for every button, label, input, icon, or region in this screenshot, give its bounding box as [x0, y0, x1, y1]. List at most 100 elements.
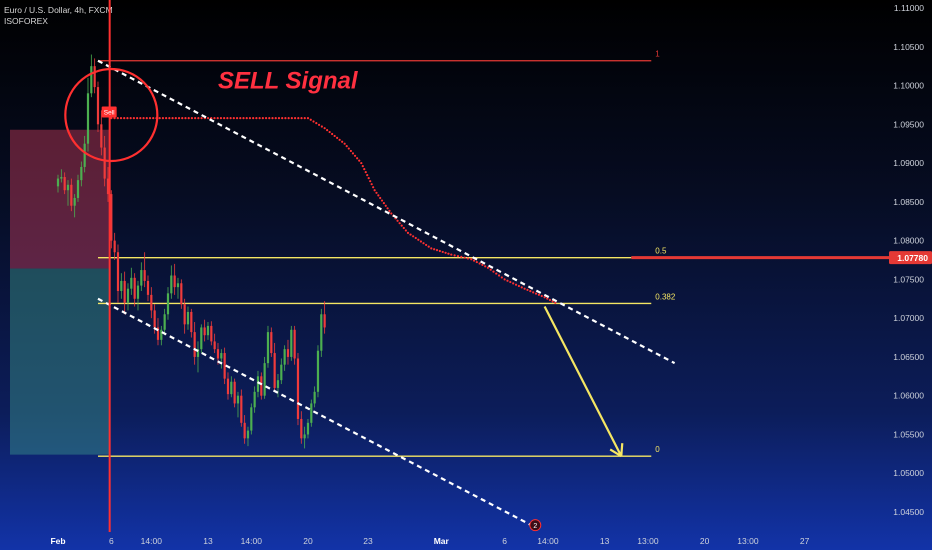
- candle-body: [276, 380, 280, 388]
- x-tick-label: 13: [203, 536, 213, 546]
- trailing-stop-dot: [255, 117, 258, 120]
- trailing-stop-dot: [481, 263, 484, 267]
- trailing-stop-dot: [386, 207, 389, 210]
- candle-body: [206, 325, 210, 336]
- trailing-stop-dot: [372, 186, 375, 189]
- sell-badge-label: Sell: [104, 109, 115, 116]
- current-price-badge: [889, 251, 932, 265]
- trailing-stop-dot: [534, 292, 538, 295]
- candle-body: [290, 329, 293, 357]
- trailing-stop-dot: [414, 236, 417, 240]
- candle-body: [130, 277, 133, 289]
- trailing-stop-dot: [126, 117, 129, 120]
- trailing-stop-dot: [532, 291, 535, 294]
- projection-arrow-head: [620, 443, 624, 457]
- trailing-stop-dot: [520, 286, 523, 289]
- trailing-stop-dot: [402, 226, 405, 230]
- trailing-stop-dot: [456, 255, 460, 258]
- candle-body: [266, 332, 270, 364]
- trailing-stop-dot: [453, 254, 456, 257]
- candle-body: [250, 407, 253, 431]
- candle-body: [210, 325, 213, 342]
- candle-body: [240, 395, 243, 423]
- candle-body: [183, 304, 186, 325]
- trailing-stop-dot: [349, 149, 352, 153]
- candle-body: [293, 329, 296, 359]
- trailing-stop-dot: [497, 274, 501, 277]
- trailing-stop-dot: [113, 117, 116, 120]
- trailing-stop-dot: [165, 117, 168, 120]
- trailing-stop-dot: [248, 117, 252, 120]
- candle-body: [163, 314, 166, 330]
- trailing-stop-dot: [425, 243, 428, 247]
- trailing-stop-dot: [328, 130, 331, 134]
- trailing-stop-dot: [190, 117, 194, 120]
- y-tick-label: 1.06500: [893, 352, 924, 362]
- candle-body: [303, 434, 306, 439]
- trailing-stop-dot: [500, 276, 503, 279]
- annotation-marker-label: 2: [533, 523, 537, 530]
- candle-body: [180, 283, 183, 305]
- candle-body: [186, 311, 190, 325]
- candle-body: [136, 285, 140, 299]
- trailing-stop-dot: [438, 249, 441, 253]
- trailing-stop-dot: [235, 117, 239, 120]
- trailing-stop-dot: [540, 294, 543, 298]
- trailing-stop-dot: [435, 249, 439, 252]
- trailing-stop-dot: [412, 235, 415, 238]
- trailing-stop-dot: [132, 117, 135, 120]
- trailing-stop-dot: [152, 117, 155, 120]
- trailing-stop-dot: [347, 147, 350, 150]
- trailing-stop-dot: [543, 296, 546, 299]
- trailing-stop-dot: [417, 238, 420, 241]
- trailing-stop-dot: [252, 117, 255, 120]
- trailing-stop-dot: [315, 122, 318, 125]
- trailing-stop-dot: [148, 117, 152, 120]
- indicator-name: ISOFOREX: [4, 16, 48, 26]
- candle-body: [320, 314, 323, 351]
- trailing-stop-dot: [406, 231, 410, 234]
- trailing-stop-dot: [216, 117, 219, 120]
- trailing-stop-dot: [206, 117, 210, 120]
- fib-label: 1: [655, 50, 660, 59]
- trailing-stop-dot: [551, 300, 554, 303]
- trailing-stop-dot: [171, 117, 174, 120]
- candle-body: [170, 275, 173, 294]
- y-tick-label: 1.05500: [893, 429, 924, 439]
- candle-body: [76, 180, 80, 198]
- trailing-stop-dot: [287, 117, 290, 120]
- trailing-stop-dot: [338, 138, 341, 141]
- trailing-stop-dot: [548, 298, 552, 302]
- candle-body: [60, 177, 63, 179]
- current-price-label: 1.07780: [897, 253, 928, 263]
- trailing-stop-dot: [331, 132, 334, 136]
- trailing-stop-dot: [197, 117, 200, 120]
- trailing-stop-dot: [373, 189, 376, 192]
- trailing-stop-dot: [312, 120, 315, 123]
- x-tick-label: 20: [303, 536, 313, 546]
- trailing-stop-dot: [303, 117, 306, 120]
- trailing-stop-dot: [123, 117, 126, 120]
- candle-body: [63, 177, 66, 191]
- trailing-stop-dot: [323, 127, 326, 130]
- trailing-stop-dot: [353, 154, 357, 157]
- trailing-stop-dot: [145, 117, 148, 120]
- trailing-stop-dot: [297, 117, 300, 120]
- candle-body: [323, 314, 326, 328]
- y-tick-label: 1.10000: [893, 81, 924, 91]
- trailing-stop-dot: [317, 123, 321, 126]
- trailing-stop-dot: [523, 287, 526, 290]
- trailing-stop-dot: [277, 117, 281, 120]
- x-tick-label: 14:00: [537, 536, 559, 546]
- trailing-stop-dot: [293, 117, 297, 120]
- projection-arrow: [543, 306, 623, 457]
- candle-body: [296, 358, 300, 419]
- candle-body: [256, 376, 260, 392]
- trailing-stop-dot: [441, 250, 444, 254]
- fib-label: 0.5: [655, 247, 667, 256]
- trailing-stop-dot: [484, 265, 487, 268]
- trailing-stop-dot: [388, 209, 391, 212]
- y-tick-label: 1.07500: [893, 274, 924, 284]
- trailing-stop-dot: [472, 259, 476, 262]
